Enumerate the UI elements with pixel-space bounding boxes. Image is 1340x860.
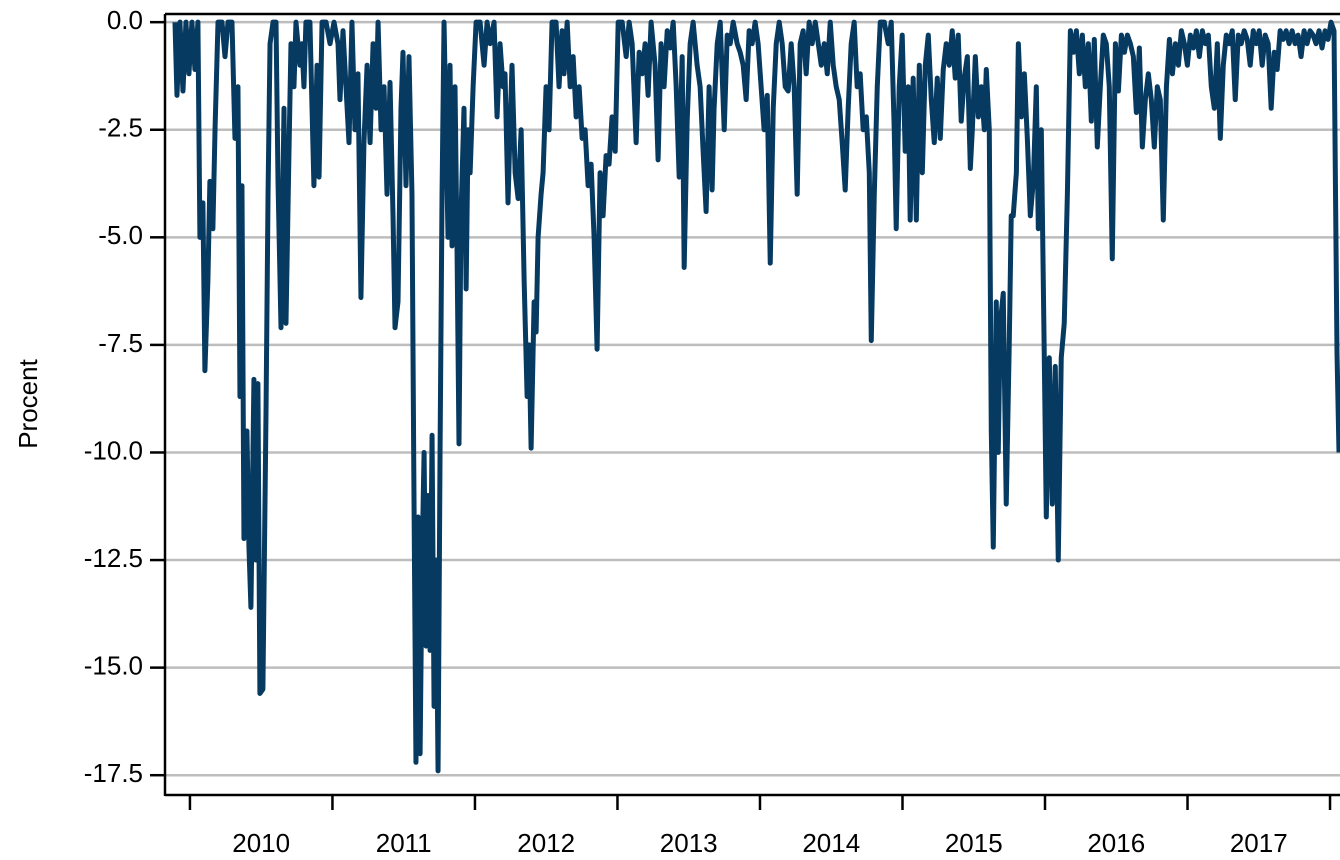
- y-tick-label: -7.5: [98, 328, 143, 358]
- y-tick-label: -15.0: [84, 651, 143, 681]
- y-tick-label: -2.5: [98, 113, 143, 143]
- y-tick-label: -5.0: [98, 220, 143, 250]
- x-tick-label: 2016: [1087, 828, 1145, 858]
- x-tick-label: 2013: [660, 828, 718, 858]
- y-tick-label: 0.0: [107, 5, 143, 35]
- x-tick-label: 2010: [232, 828, 290, 858]
- x-tick-label: 2014: [802, 828, 860, 858]
- data-line: [172, 19, 1340, 774]
- x-tick-label: 2012: [517, 828, 575, 858]
- x-tick-label: 2017: [1230, 828, 1288, 858]
- x-tick-label: 2015: [945, 828, 1003, 858]
- x-tick-label: 2011: [376, 828, 432, 858]
- y-tick-label: -17.5: [84, 758, 143, 788]
- y-axis-label: Procent: [13, 358, 43, 448]
- y-tick-label: -12.5: [84, 543, 143, 573]
- y-tick-label: -10.0: [84, 435, 143, 465]
